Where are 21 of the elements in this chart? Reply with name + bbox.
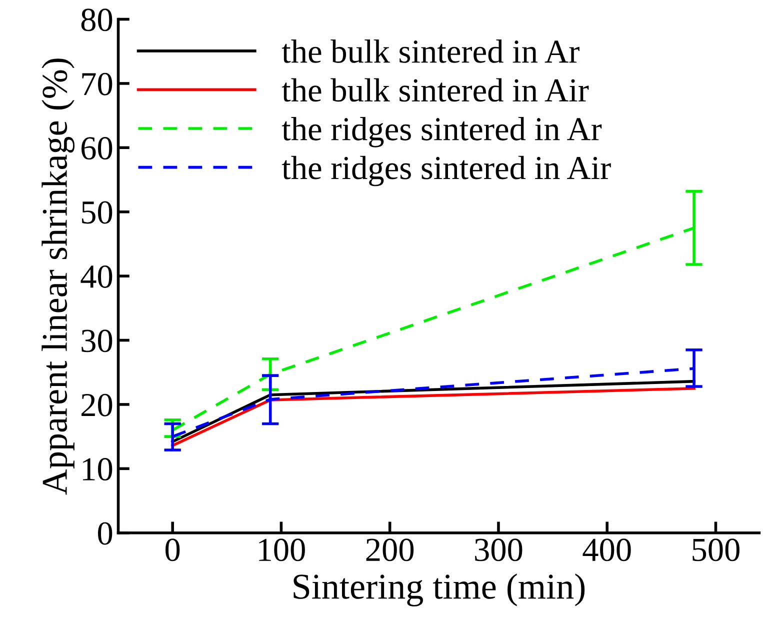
y-tick-label: 60 — [82, 137, 112, 160]
x-tick-label: 300 — [475, 538, 522, 562]
y-tick-label: 30 — [82, 330, 112, 352]
x-tick-label: 500 — [692, 538, 740, 562]
y-tick-label: 10 — [83, 458, 112, 481]
legend-label: the ridges sintered in Ar — [282, 116, 602, 148]
y-tick-label: 80 — [81, 8, 112, 32]
y-tick-label: 50 — [82, 201, 112, 224]
y-tick-label: 70 — [82, 72, 112, 96]
legend-label: the bulk sintered in Ar — [282, 39, 580, 63]
legend-label: the bulk sintered in Air — [282, 78, 589, 102]
y-tick-label: 20 — [82, 394, 112, 416]
x-tick-label: 400 — [582, 538, 631, 562]
y-axis-title: Apparent linear shrinkage (%) — [42, 58, 75, 495]
x-tick-label: 100 — [259, 538, 305, 562]
x-tick-label: 200 — [366, 538, 414, 562]
x-tick-label: 0 — [166, 538, 180, 562]
y-tick-label: 0 — [98, 522, 112, 545]
legend-label: the ridges sintered in Air — [282, 156, 611, 186]
y-tick-label: 40 — [80, 265, 112, 288]
x-axis-title: Sintering time (min) — [294, 574, 585, 606]
